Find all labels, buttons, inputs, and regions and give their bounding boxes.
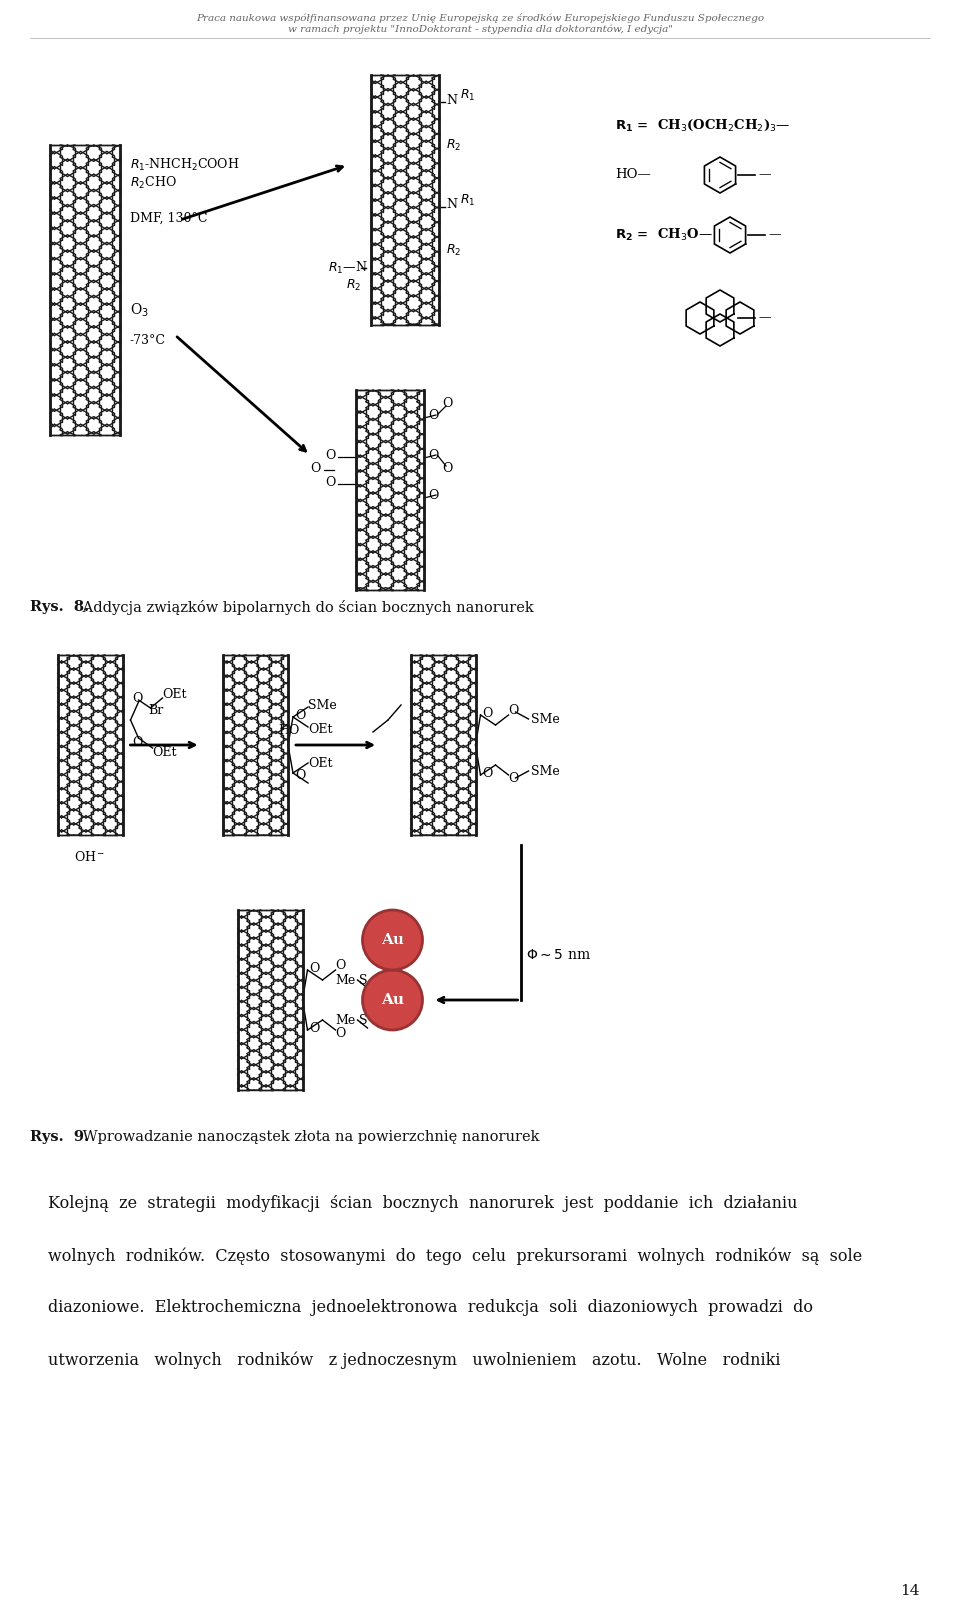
Text: —: —	[758, 168, 771, 181]
Text: —: —	[768, 228, 780, 241]
Text: DMF, 130°C: DMF, 130°C	[130, 212, 207, 225]
Text: OH$^-$: OH$^-$	[74, 850, 106, 865]
Text: O: O	[509, 704, 518, 717]
Text: O: O	[309, 962, 320, 975]
Bar	[237, 910, 302, 1090]
Text: $\mathbf{R_1}$ =  CH$_3$(OCH$_2$CH$_2$)$_3$—: $\mathbf{R_1}$ = CH$_3$(OCH$_2$CH$_2$)$_…	[615, 118, 790, 133]
Text: $R_1$-NHCH$_2$COOH: $R_1$-NHCH$_2$COOH	[130, 157, 239, 173]
Text: OEt: OEt	[162, 688, 187, 701]
Circle shape	[363, 910, 422, 970]
Text: HO—: HO—	[615, 168, 651, 181]
Bar	[223, 656, 288, 835]
Circle shape	[363, 970, 422, 1030]
Text: O: O	[428, 448, 439, 461]
Text: Au: Au	[381, 992, 404, 1007]
Bar	[411, 656, 475, 835]
Text: wolnych  rodników.  Często  stosowanymi  do  tego  celu  prekursorami  wolnych  : wolnych rodników. Często stosowanymi do …	[48, 1247, 862, 1264]
Text: O$_3$: O$_3$	[130, 301, 149, 319]
Text: Praca naukowa współfinansowana przez Unię Europejską ze środków Europejskiego Fu: Praca naukowa współfinansowana przez Uni…	[196, 13, 764, 23]
Text: $R_2$: $R_2$	[446, 138, 462, 152]
Text: Kolejną  ze  strategii  modyfikacji  ścian  bocznych  nanorurek  jest  poddanie : Kolejną ze strategii modyfikacji ścian b…	[48, 1195, 798, 1213]
Text: SMe: SMe	[308, 698, 337, 711]
Text: O: O	[325, 448, 336, 461]
Text: O: O	[335, 958, 346, 971]
Text: O: O	[325, 476, 336, 489]
Bar	[356, 390, 424, 589]
Text: O: O	[309, 1022, 320, 1035]
Bar	[371, 74, 439, 325]
Text: S: S	[359, 1013, 368, 1026]
Text: $R_1$: $R_1$	[460, 87, 475, 102]
Text: Addycja związków bipolarnych do ścian bocznych nanorurek: Addycja związków bipolarnych do ścian bo…	[78, 601, 534, 615]
Text: Me: Me	[335, 973, 356, 986]
Text: O: O	[335, 1026, 346, 1039]
Text: $R_2$: $R_2$	[346, 277, 361, 293]
Text: SMe: SMe	[531, 764, 560, 777]
Text: diazoniowe.  Elektrochemiczna  jednoelektronowa  redukcja  soli  diazoniowych  p: diazoniowe. Elektrochemiczna jednoelektr…	[48, 1298, 813, 1316]
Text: $\Phi \sim 5$ nm: $\Phi \sim 5$ nm	[525, 949, 590, 962]
Text: O: O	[442, 461, 452, 474]
Text: O: O	[295, 709, 305, 722]
Text: O: O	[483, 766, 492, 779]
Text: —: —	[758, 311, 771, 324]
Text: OEt: OEt	[153, 745, 177, 758]
Text: O: O	[311, 461, 321, 474]
Text: -73°C: -73°C	[130, 334, 166, 346]
Text: $R_1$: $R_1$	[460, 193, 475, 207]
Text: N: N	[446, 199, 457, 212]
Text: Rys.  8.: Rys. 8.	[30, 601, 89, 614]
Text: O: O	[442, 397, 452, 410]
Text: $R_2$: $R_2$	[446, 243, 462, 257]
Text: O: O	[483, 706, 492, 719]
Text: O: O	[132, 735, 143, 748]
Bar	[50, 146, 120, 436]
Text: Wprowadzanie nanocząstek złota na powierzchnię nanorurek: Wprowadzanie nanocząstek złota na powier…	[78, 1130, 540, 1145]
Text: $R_2$CHO: $R_2$CHO	[130, 175, 177, 191]
Text: $\mathbf{R_2}$ =  CH$_3$O—: $\mathbf{R_2}$ = CH$_3$O—	[615, 227, 712, 243]
Text: S: S	[359, 973, 368, 986]
Text: w ramach projektu "InnoDoktorant - stypendia dla doktorantów, I edycja": w ramach projektu "InnoDoktorant - stype…	[287, 24, 673, 34]
Text: Br: Br	[149, 704, 164, 717]
Text: Au: Au	[381, 933, 404, 947]
Text: $R_1$—N: $R_1$—N	[328, 261, 368, 277]
Text: O: O	[295, 769, 305, 782]
Text: SMe: SMe	[531, 712, 560, 725]
Text: O: O	[428, 408, 439, 421]
Text: OEt: OEt	[308, 722, 332, 735]
Text: Me: Me	[335, 1013, 356, 1026]
Text: O: O	[509, 772, 518, 785]
Text: utworzenia   wolnych   rodników   z jednoczesnym   uwolnieniem   azotu.   Wolne : utworzenia wolnych rodników z jednoczesn…	[48, 1350, 780, 1368]
Text: O: O	[132, 691, 143, 704]
Bar	[58, 656, 123, 835]
Text: HO: HO	[278, 724, 300, 737]
Text: O: O	[428, 489, 439, 502]
Text: Rys.  9.: Rys. 9.	[30, 1130, 89, 1145]
Text: OEt: OEt	[308, 756, 332, 769]
Text: 14: 14	[900, 1583, 920, 1598]
Text: N: N	[446, 94, 457, 107]
Text: Au: Au	[381, 933, 404, 947]
